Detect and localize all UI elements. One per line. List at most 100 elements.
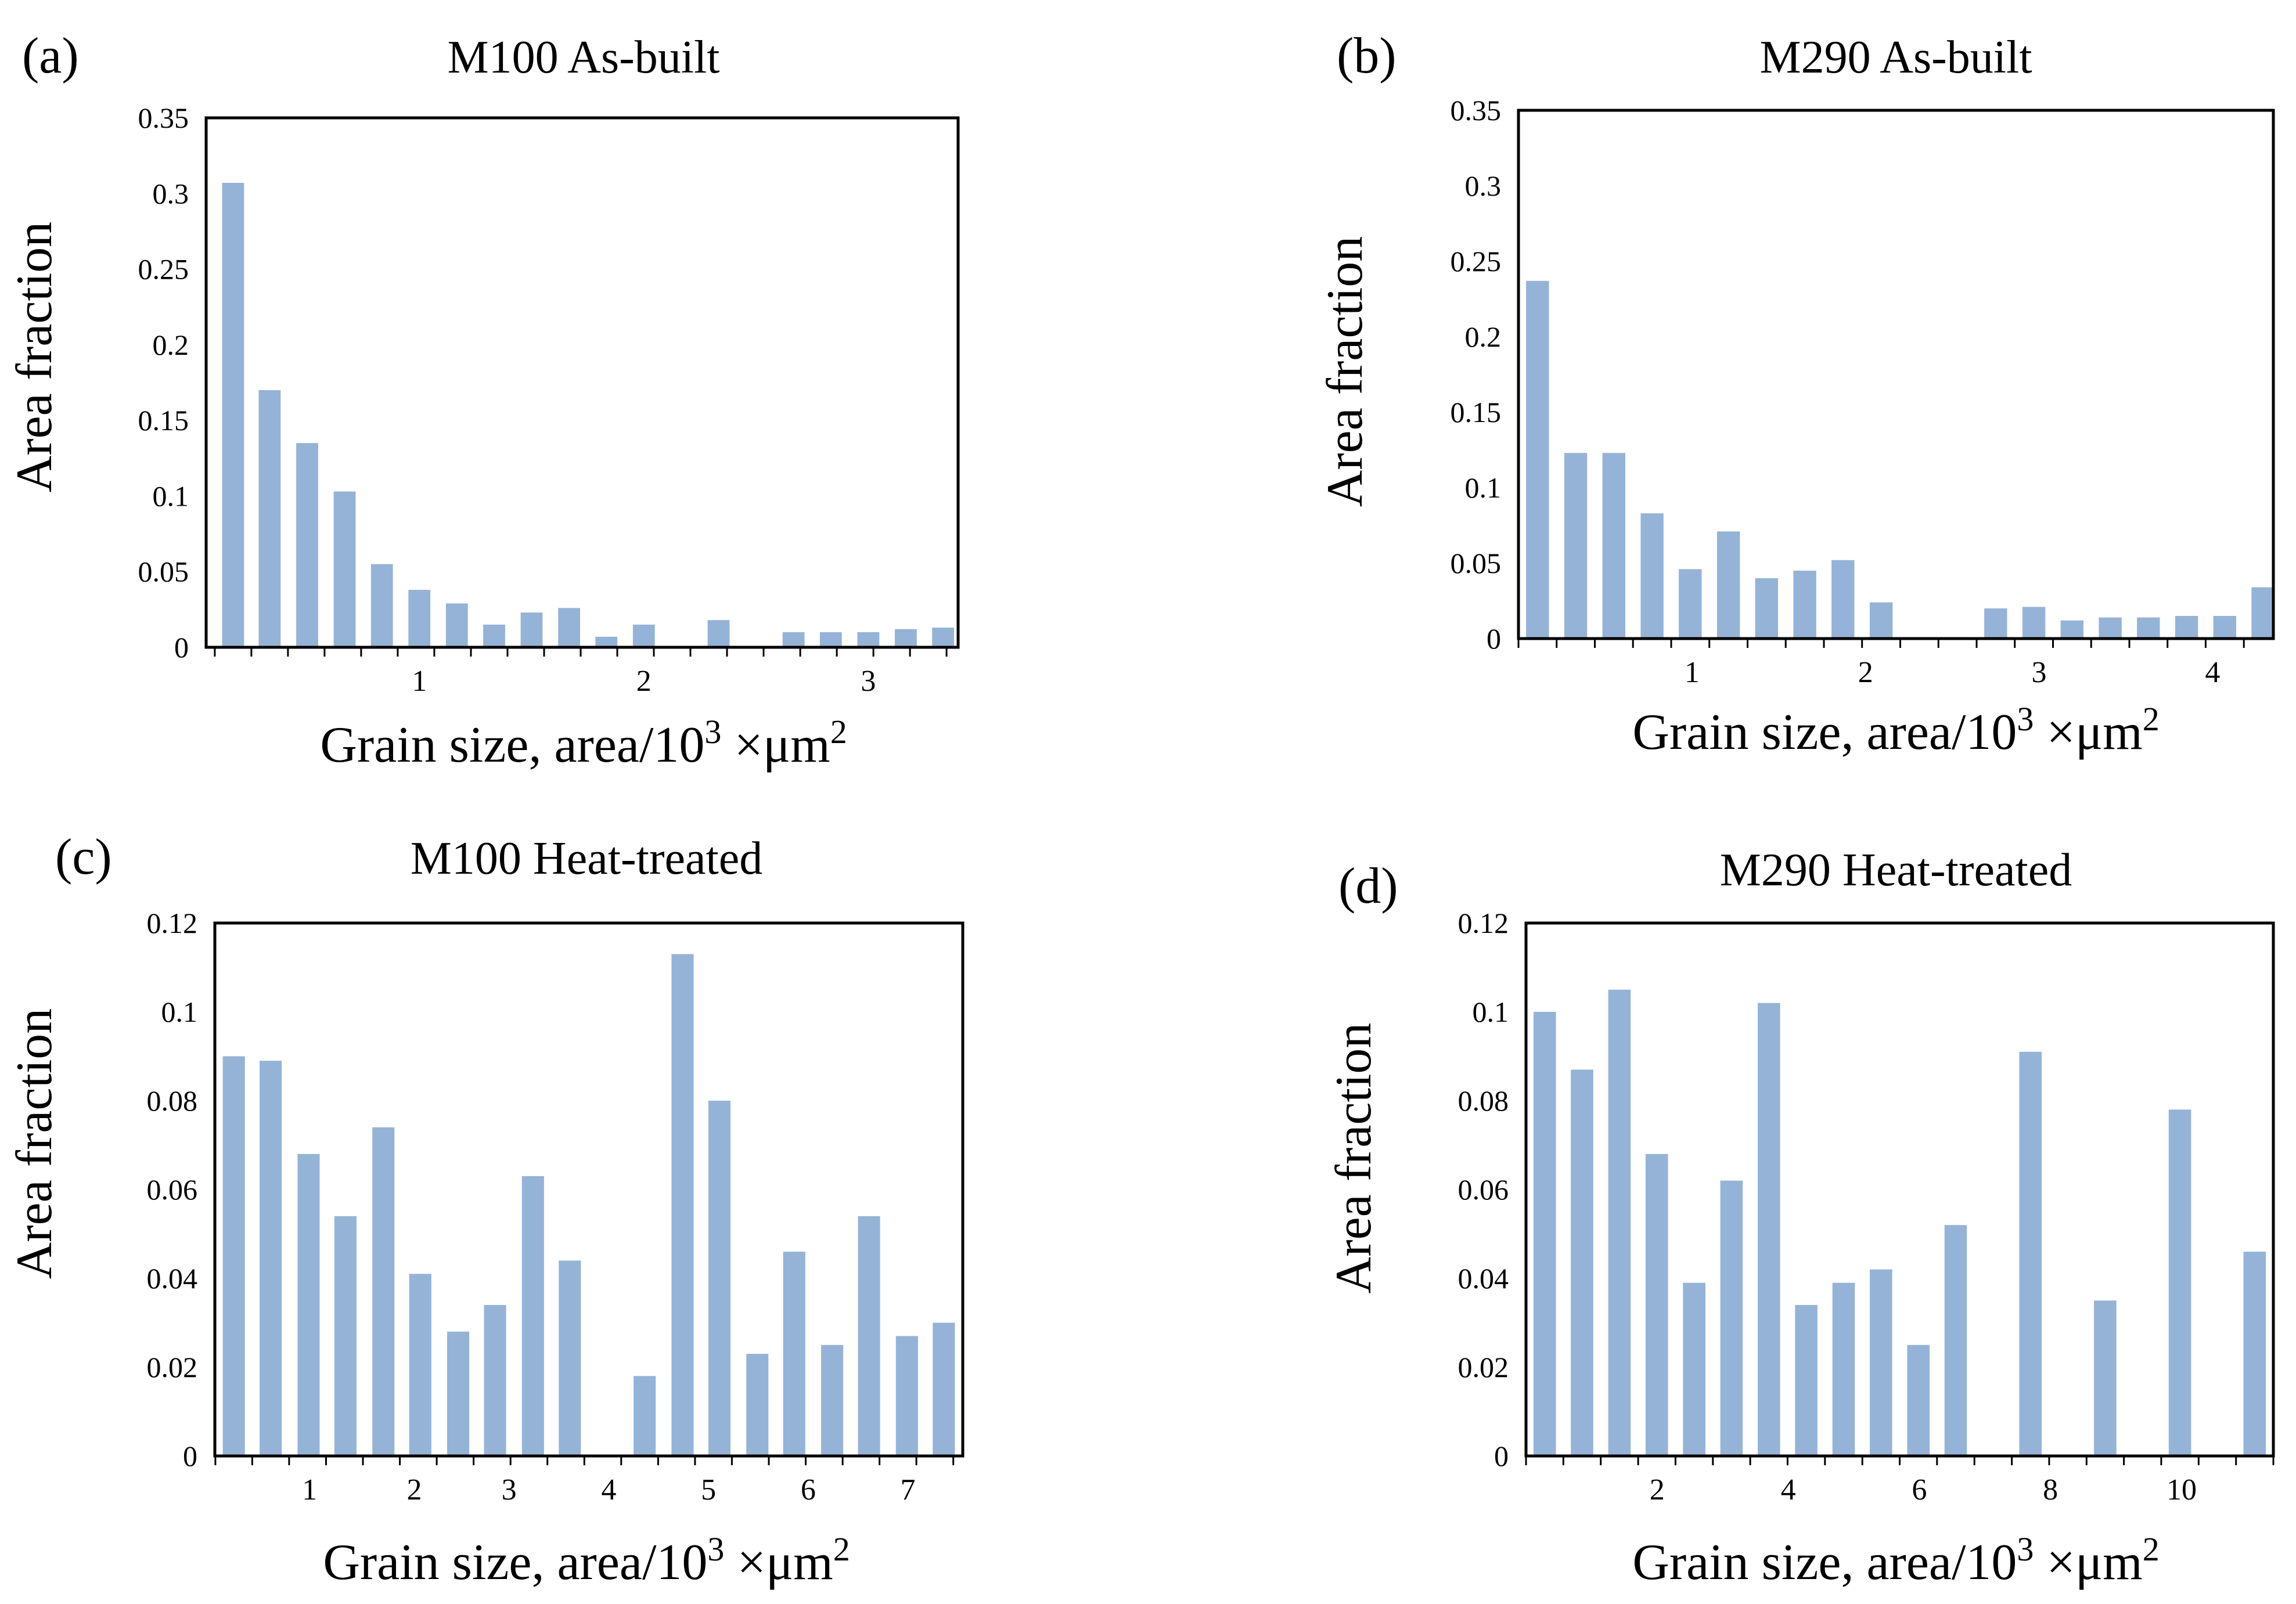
y-tick-label-b-0: 0: [1487, 622, 1501, 655]
bar-d-2: [1608, 989, 1631, 1457]
bar-a-0: [222, 183, 244, 647]
bar-a-18: [895, 629, 917, 647]
x-tick-label-d-3: 8: [2043, 1473, 2058, 1506]
chart-panel-a: 00.050.10.150.20.250.30.351 2 3(a) M100 As-…: [6, 28, 960, 773]
bar-c-6: [447, 1331, 470, 1456]
y-axis-label-a: Area fraction: [6, 222, 63, 493]
y-tick-label-a-2: 0.1: [153, 480, 189, 512]
y-axis-label-b: Area fraction: [1317, 236, 1373, 507]
y-tick-label-a-0: 0: [174, 631, 189, 664]
x-axis-label-part-b-2: ×μm: [2034, 704, 2142, 760]
bar-b-9: [1869, 602, 1893, 639]
bar-c-16: [821, 1345, 844, 1457]
bar-d-13: [2019, 1051, 2042, 1456]
bar-a-2: [296, 443, 318, 647]
x-axis-label-c: Grain size, area/103 ×μm2: [323, 1530, 850, 1591]
bar-b-3: [1640, 513, 1664, 639]
bar-d-0: [1533, 1012, 1556, 1456]
y-tick-label-d-6: 0.12: [1458, 907, 1509, 939]
bar-a-17: [857, 632, 880, 647]
y-tick-label-a-7: 0.35: [138, 102, 189, 134]
bar-c-13: [708, 1101, 730, 1456]
y-tick-label-b-7: 0.35: [1451, 94, 1502, 127]
bar-c-11: [634, 1376, 656, 1456]
bar-b-15: [2099, 617, 2122, 639]
bar-a-3: [333, 491, 356, 647]
y-tick-label-c-5: 0.1: [161, 996, 198, 1028]
bar-b-1: [1564, 453, 1588, 639]
bar-a-4: [370, 564, 393, 647]
y-tick-label-c-6: 0.12: [147, 907, 198, 939]
x-axis-label-part-b-3: 2: [2143, 700, 2160, 738]
bar-a-13: [707, 620, 730, 647]
y-tick-label-c-2: 0.04: [147, 1262, 198, 1295]
y-tick-label-d-0: 0: [1494, 1440, 1509, 1472]
x-tick-label-c-2: 3: [502, 1473, 517, 1506]
x-tick-label-d-4: 10: [2167, 1473, 2197, 1506]
x-tick-label-d-2: 6: [1912, 1473, 1927, 1506]
y-tick-label-b-2: 0.1: [1465, 471, 1502, 504]
x-tick-label-a-2: 3: [861, 665, 876, 698]
y-tick-label-a-3: 0.15: [138, 404, 189, 437]
bar-b-13: [2022, 607, 2046, 639]
x-axis-label-part-a-2: ×μm: [721, 717, 830, 773]
x-axis-label-part-c-3: 2: [833, 1530, 850, 1568]
bar-a-6: [445, 603, 468, 647]
x-tick-label-a-1: 2: [636, 665, 652, 698]
x-tick-label-c-6: 7: [901, 1473, 916, 1506]
bar-c-15: [783, 1252, 805, 1456]
bar-d-8: [1832, 1282, 1855, 1456]
plot-frame-b: [1517, 109, 2275, 640]
bar-d-1: [1571, 1069, 1593, 1456]
y-tick-label-d-3: 0.06: [1458, 1173, 1509, 1206]
x-axis-label-part-b-1: 3: [2017, 700, 2034, 738]
x-tick-label-b-0: 1: [1685, 656, 1700, 689]
y-tick-label-d-5: 0.1: [1473, 996, 1509, 1028]
bar-d-17: [2168, 1109, 2191, 1456]
panel-label-c: (c): [55, 829, 112, 885]
x-axis-label-part-d-2: ×μm: [2034, 1534, 2142, 1591]
x-tick-label-d-1: 4: [1781, 1473, 1796, 1506]
plot-frame-a: [204, 116, 960, 649]
bar-c-7: [484, 1304, 506, 1456]
bar-b-4: [1679, 569, 1702, 639]
bar-c-3: [334, 1216, 357, 1456]
x-axis-label-part-c-1: 3: [707, 1530, 724, 1568]
bar-b-7: [1793, 571, 1816, 639]
bar-b-19: [2251, 587, 2275, 639]
bar-b-14: [2060, 620, 2083, 639]
x-tick-label-b-1: 2: [1858, 656, 1873, 689]
y-tick-label-b-1: 0.05: [1451, 547, 1502, 579]
y-tick-label-c-1: 0.02: [147, 1351, 198, 1383]
y-tick-label-a-4: 0.2: [153, 329, 189, 361]
bar-c-2: [297, 1154, 320, 1456]
panel-label-a: (a): [22, 28, 79, 84]
bar-b-18: [2213, 616, 2236, 639]
y-tick-label-d-4: 0.08: [1458, 1084, 1509, 1117]
bar-c-1: [260, 1061, 282, 1456]
plot-frame-d: [1524, 921, 2275, 1458]
bar-a-1: [258, 390, 281, 647]
x-axis-label-part-b-0: Grain size, area/10: [1632, 704, 2017, 760]
bar-b-5: [1716, 531, 1740, 639]
bar-b-6: [1755, 578, 1778, 639]
y-tick-label-c-0: 0: [183, 1440, 197, 1472]
bar-c-17: [858, 1216, 880, 1456]
bar-d-15: [2094, 1300, 2117, 1457]
bar-b-16: [2137, 617, 2160, 639]
bar-a-10: [595, 636, 618, 647]
bar-a-11: [632, 624, 655, 647]
bar-d-6: [1758, 1003, 1780, 1456]
bar-c-12: [671, 954, 694, 1456]
bar-d-3: [1645, 1154, 1668, 1456]
bar-a-7: [483, 624, 505, 647]
bar-c-4: [372, 1127, 395, 1456]
x-axis-label-part-a-0: Grain size, area/10: [320, 717, 704, 773]
bar-c-14: [746, 1354, 769, 1456]
bar-b-17: [2175, 616, 2198, 639]
bar-c-18: [895, 1336, 918, 1456]
x-axis-label-part-d-1: 3: [2017, 1530, 2034, 1568]
bar-d-19: [2243, 1252, 2266, 1456]
bar-c-0: [222, 1056, 245, 1456]
